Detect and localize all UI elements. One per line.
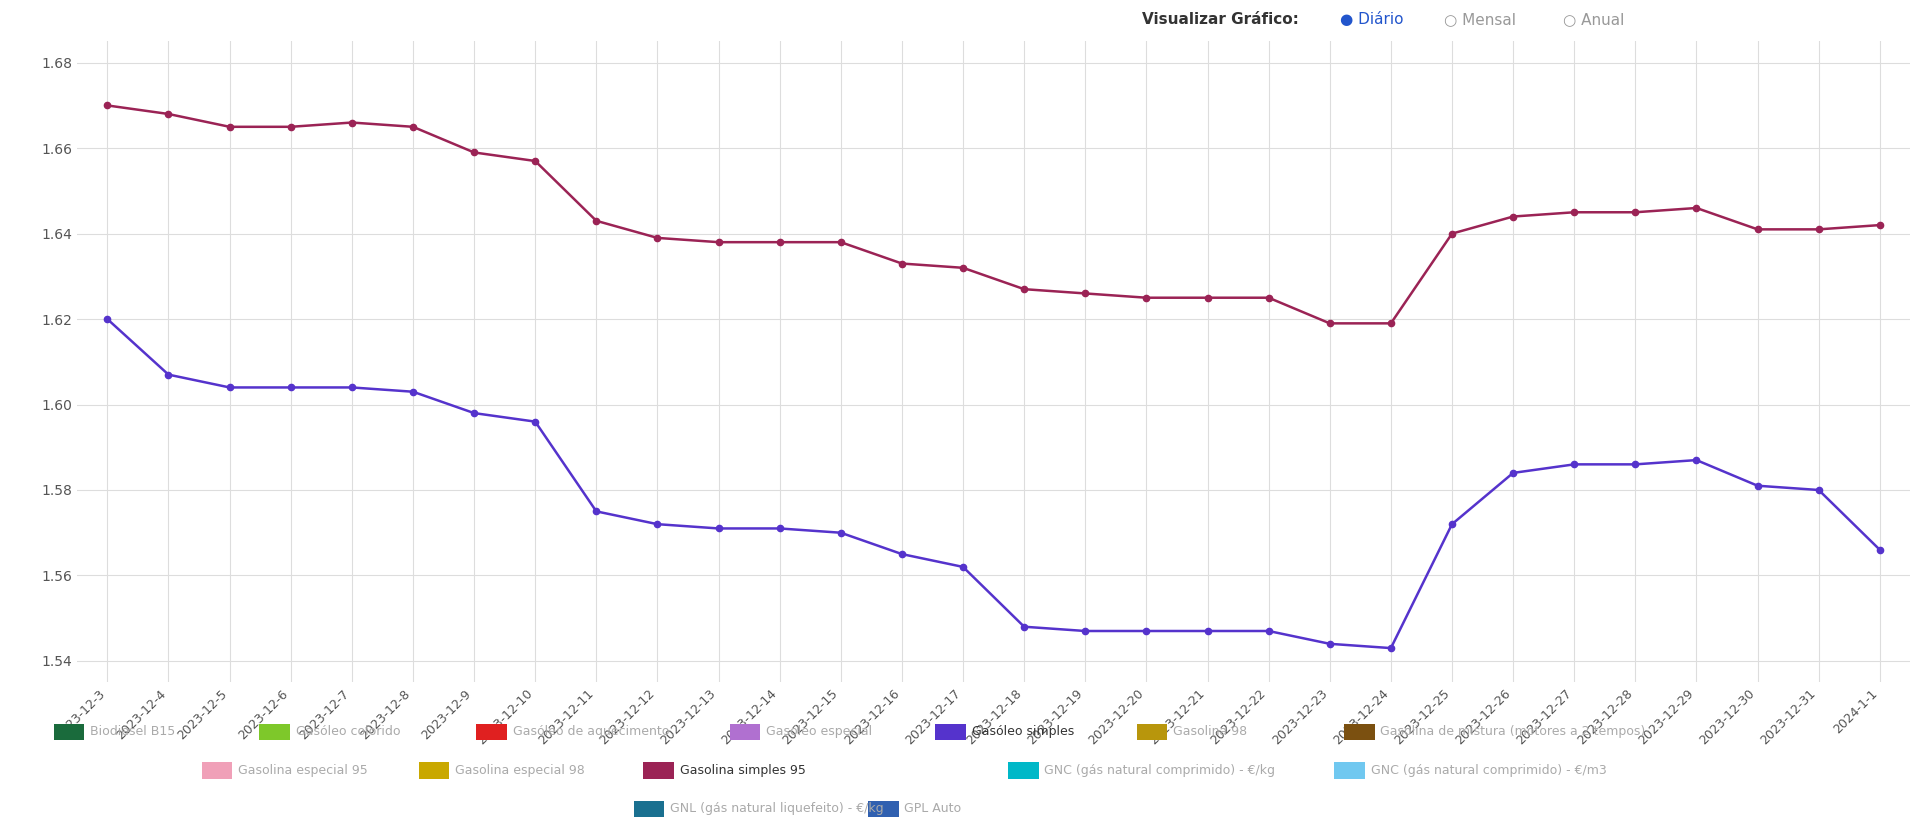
Text: Gasolina especial 95: Gasolina especial 95 — [238, 764, 369, 777]
Text: Gasóleo de aquecimento: Gasóleo de aquecimento — [513, 725, 668, 739]
Text: GPL Auto: GPL Auto — [904, 802, 962, 815]
Text: Visualizar Gráfico:: Visualizar Gráfico: — [1142, 12, 1300, 27]
Text: ○ Mensal: ○ Mensal — [1444, 12, 1517, 27]
Text: Gasolina 98: Gasolina 98 — [1173, 725, 1248, 739]
Text: Gasóleo simples: Gasóleo simples — [972, 725, 1073, 739]
Text: Gasóleo especial: Gasóleo especial — [766, 725, 872, 739]
Text: Gasolina especial 98: Gasolina especial 98 — [455, 764, 586, 777]
Text: GNL (gás natural liquefeito) - €/kg: GNL (gás natural liquefeito) - €/kg — [670, 802, 883, 815]
Text: Biodiesel B15: Biodiesel B15 — [90, 725, 175, 739]
Text: GNC (gás natural comprimido) - €/kg: GNC (gás natural comprimido) - €/kg — [1044, 764, 1275, 777]
Text: GNC (gás natural comprimido) - €/m3: GNC (gás natural comprimido) - €/m3 — [1371, 764, 1607, 777]
Text: ○ Anual: ○ Anual — [1563, 12, 1624, 27]
Text: Gasolina de mistura (motores a 2 tempos): Gasolina de mistura (motores a 2 tempos) — [1380, 725, 1645, 739]
Text: ● Diário: ● Diário — [1340, 12, 1404, 27]
Text: Gasóleo colorido: Gasóleo colorido — [296, 725, 399, 739]
Text: Gasolina simples 95: Gasolina simples 95 — [680, 764, 806, 777]
